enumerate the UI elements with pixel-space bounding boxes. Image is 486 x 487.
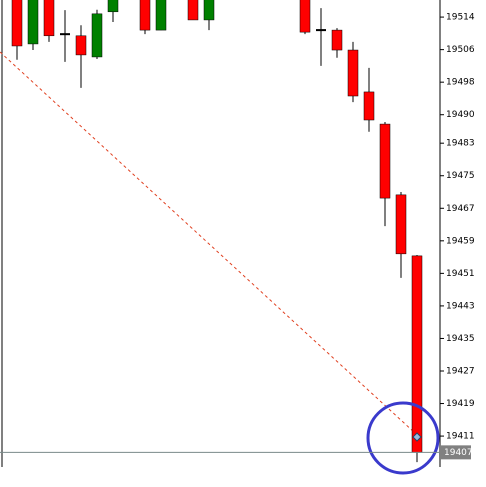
plot-area <box>11 0 423 463</box>
last-price-box <box>441 445 471 460</box>
candle-body <box>139 0 151 31</box>
y-tick-label: 19514 <box>446 13 475 23</box>
candle-body <box>27 0 39 45</box>
highlight-circle <box>366 401 440 475</box>
candle-body <box>43 0 55 37</box>
y-tick-label: 19427 <box>446 366 475 376</box>
candle-body <box>187 0 199 21</box>
trend-line <box>0 51 416 434</box>
y-tick-label: 19483 <box>446 139 475 149</box>
candle-body <box>347 49 359 97</box>
candle-body <box>107 0 119 13</box>
candle-body <box>379 123 391 199</box>
y-tick-label: 19443 <box>446 301 475 311</box>
y-tick-label: 19411 <box>446 432 475 442</box>
candle-body <box>411 255 423 453</box>
y-tick-label: 19419 <box>446 399 475 409</box>
candle-body <box>331 29 343 51</box>
candle-body <box>11 0 23 47</box>
candle-body <box>203 0 215 21</box>
y-tick-label: 19467 <box>446 204 475 214</box>
candle-body <box>299 0 311 33</box>
y-tick-label: 19490 <box>446 110 475 120</box>
y-tick-label: 19451 <box>446 269 475 279</box>
last-price-label: 19407 <box>444 448 473 458</box>
y-tick-label: 19459 <box>446 236 475 246</box>
candle-body <box>155 0 167 31</box>
y-tick-label: 19435 <box>446 334 475 344</box>
arrow-marker <box>412 432 422 442</box>
y-tick-label: 19506 <box>446 45 475 55</box>
candle-body <box>395 194 407 255</box>
y-tick-label: 19475 <box>446 171 475 181</box>
candle-body <box>91 13 103 58</box>
candle-body <box>363 91 375 121</box>
candle-body <box>75 35 87 56</box>
y-tick-label: 19498 <box>446 78 475 88</box>
